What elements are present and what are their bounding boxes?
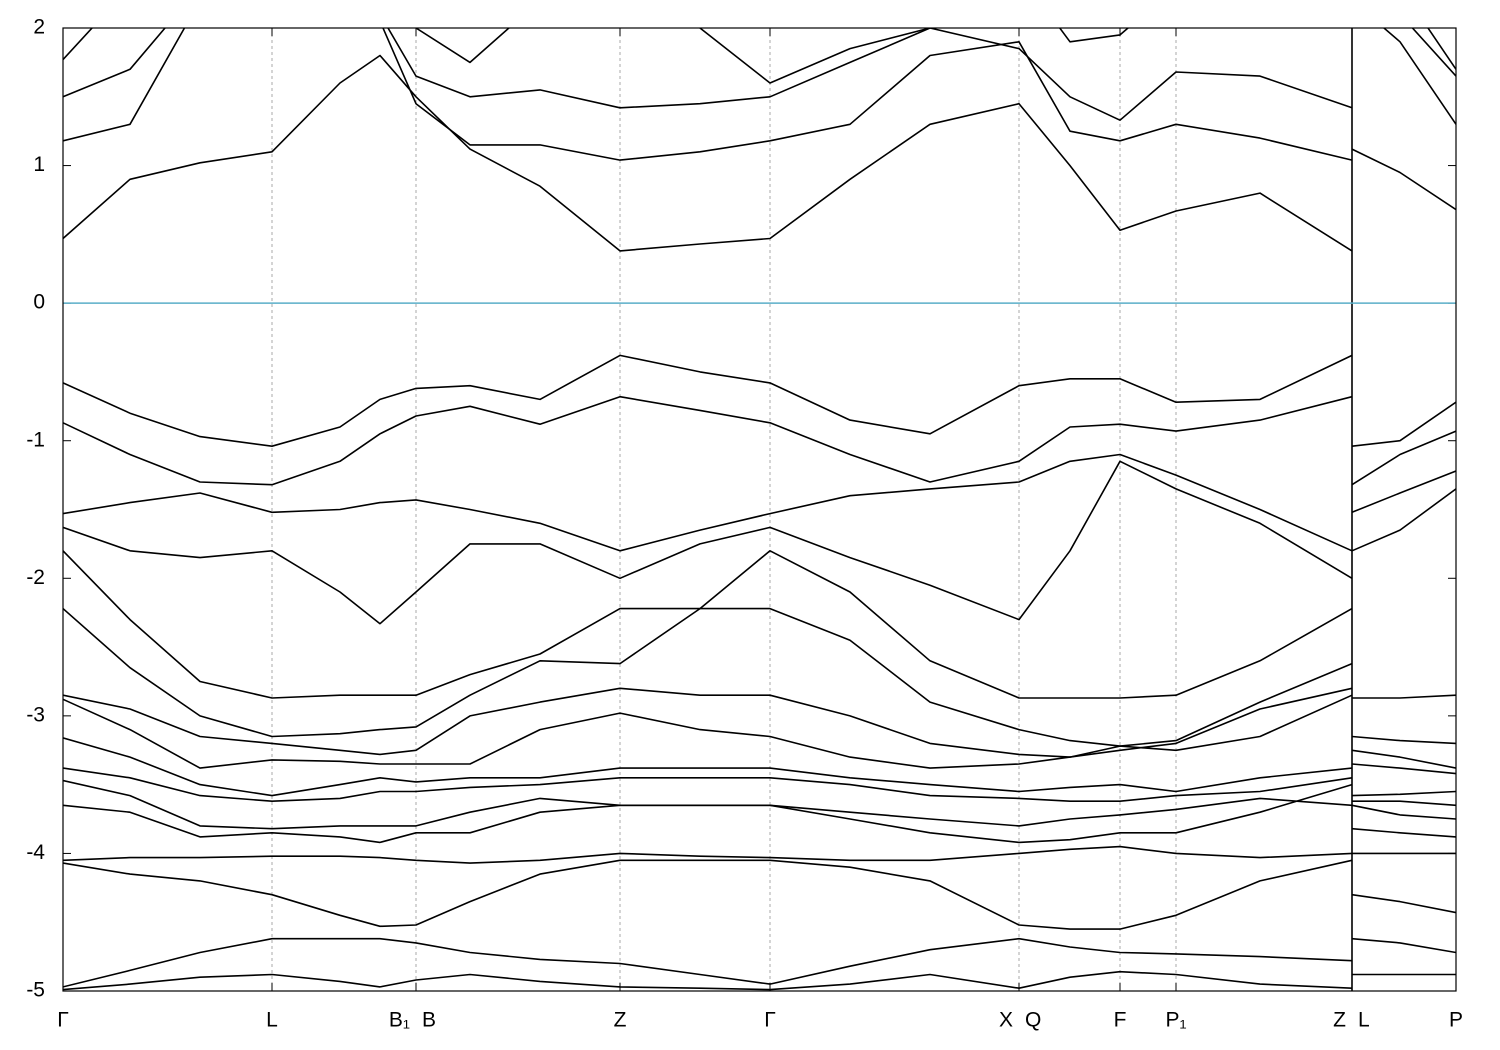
band-line [63, 28, 1456, 121]
y-tick-label: -1 [26, 428, 45, 451]
x-tick-label: P [1449, 1009, 1463, 1032]
band-line [63, 937, 1456, 988]
x-tick-label: Z [614, 1009, 627, 1032]
y-tick-label: -5 [26, 979, 45, 1002]
band-line [63, 970, 1456, 991]
band-line [63, 354, 1456, 447]
y-tick-label: -4 [26, 841, 45, 864]
x-tick-label: X [999, 1009, 1013, 1032]
band-line [63, 460, 1456, 625]
x-tick-label: Z [1333, 1009, 1346, 1032]
band-line [63, 550, 1456, 699]
band-line [63, 607, 1456, 747]
band-line [63, 859, 1456, 930]
band-line [63, 694, 1456, 775]
band-line [63, 28, 1456, 161]
x-tick-label: B [422, 1009, 436, 1032]
band-line [63, 687, 1456, 769]
band-line [63, 767, 1456, 807]
x-tick-label: L [1358, 1009, 1370, 1032]
y-tick-label: 1 [33, 153, 45, 176]
y-tick-label: 2 [33, 16, 45, 39]
y-tick-label: -2 [26, 566, 45, 589]
band-line [63, 783, 1456, 844]
x-tick-label: F [1114, 1009, 1127, 1032]
bands [63, 28, 1456, 991]
band-line [63, 453, 1456, 552]
band-line [63, 395, 1456, 486]
x-tick-label: L [266, 1009, 278, 1032]
x-tick-label: Γ [764, 1009, 776, 1032]
band-line [63, 28, 1456, 84]
y-tick-label: -3 [26, 703, 45, 726]
x-tick-label: Q [1025, 1009, 1041, 1032]
y-tick-label: 0 [33, 291, 45, 314]
x-tick-label: P₁ [1165, 1009, 1186, 1032]
x-tick-label: Γ [57, 1009, 69, 1032]
band-line [63, 737, 1456, 797]
band-line [63, 54, 1456, 252]
x-tick-label: B₁ [389, 1009, 410, 1032]
plot-frame [62, 27, 1457, 992]
band-line [63, 845, 1456, 864]
